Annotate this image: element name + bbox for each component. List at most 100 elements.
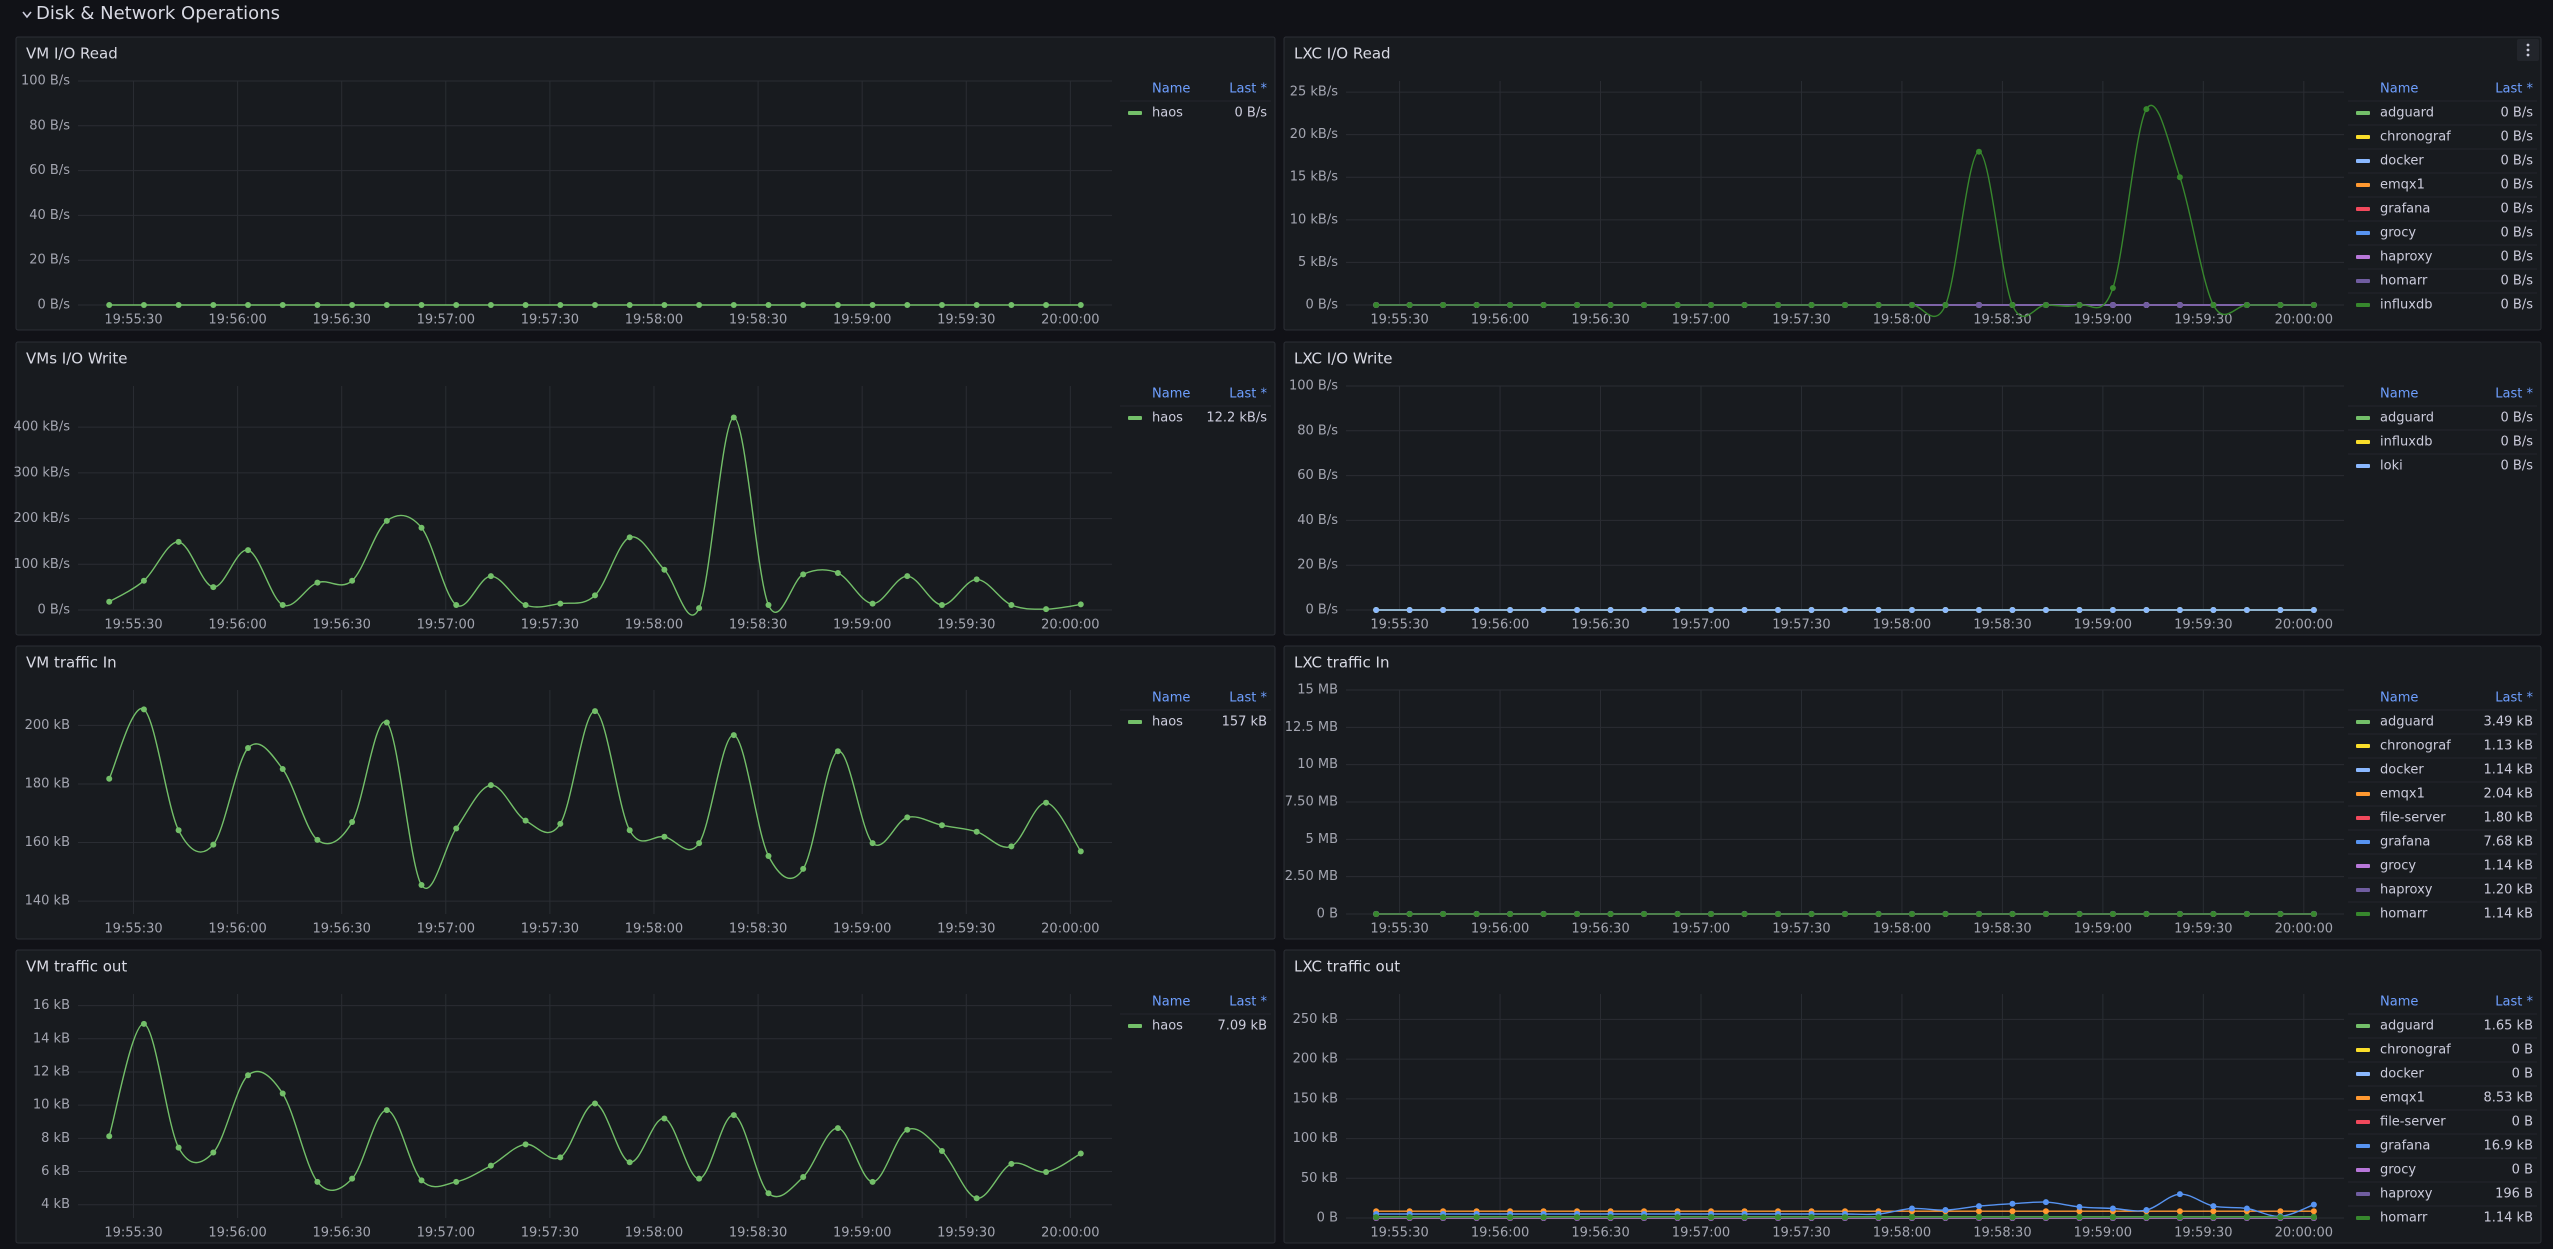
data-point bbox=[1373, 302, 1380, 308]
data-point bbox=[2310, 1208, 2317, 1215]
data-point bbox=[1607, 302, 1614, 308]
data-point bbox=[418, 524, 425, 531]
data-point bbox=[1008, 1160, 1015, 1167]
x-tick-label: 19:59:00 bbox=[2074, 313, 2132, 328]
data-point bbox=[2310, 302, 2317, 308]
data-point bbox=[1808, 302, 1815, 308]
legend-name: grafana bbox=[2380, 1139, 2430, 1154]
data-point bbox=[2009, 910, 2016, 917]
data-point bbox=[1942, 1214, 1949, 1221]
y-tick-label: 25 kB/s bbox=[1290, 85, 1339, 100]
legend-header: Last * bbox=[1229, 691, 1267, 706]
data-point bbox=[1641, 910, 1648, 917]
data-point bbox=[2176, 1191, 2183, 1198]
legend-header: Name bbox=[2380, 995, 2418, 1010]
data-point bbox=[1708, 607, 1715, 613]
legend-name: file-server bbox=[2380, 811, 2446, 826]
data-point bbox=[1043, 799, 1050, 806]
data-point bbox=[1908, 302, 1915, 308]
data-point bbox=[1373, 910, 1380, 917]
x-tick-label: 20:00:00 bbox=[1041, 313, 1099, 328]
x-tick-label: 20:00:00 bbox=[2275, 618, 2333, 633]
legend-name: grocy bbox=[2380, 226, 2416, 241]
legend-value: 0 B/s bbox=[2501, 178, 2534, 193]
data-point bbox=[834, 569, 841, 576]
data-point bbox=[2009, 607, 2016, 613]
legend-swatch bbox=[2356, 159, 2370, 163]
data-point bbox=[1975, 1203, 1982, 1210]
x-tick-label: 19:58:00 bbox=[1873, 313, 1931, 328]
x-tick-label: 19:58:30 bbox=[729, 1226, 787, 1241]
x-tick-label: 19:56:00 bbox=[1471, 1226, 1529, 1241]
y-tick-label: 80 B/s bbox=[29, 118, 70, 133]
data-point bbox=[904, 573, 911, 580]
panel-title: LXC I/O Write bbox=[1294, 350, 1392, 368]
data-point bbox=[314, 1178, 321, 1185]
y-tick-label: 40 B/s bbox=[29, 208, 70, 223]
data-point bbox=[1473, 910, 1480, 917]
data-point bbox=[1473, 607, 1480, 613]
data-point bbox=[1741, 1214, 1748, 1221]
data-point bbox=[1406, 910, 1413, 917]
data-point bbox=[2109, 910, 2116, 917]
legend-name: grocy bbox=[2380, 1163, 2416, 1178]
data-point bbox=[1775, 1214, 1782, 1221]
x-tick-label: 19:58:00 bbox=[625, 313, 683, 328]
data-point bbox=[175, 302, 182, 308]
data-point bbox=[1008, 601, 1015, 608]
panel-title: LXC traffic In bbox=[1294, 654, 1389, 672]
data-point bbox=[1473, 1214, 1480, 1221]
data-point bbox=[1975, 607, 1982, 613]
data-point bbox=[869, 600, 876, 607]
y-tick-label: 0 B bbox=[1317, 1211, 1338, 1226]
panel-frame bbox=[1283, 949, 2542, 1244]
x-tick-label: 19:56:30 bbox=[313, 1226, 371, 1241]
x-tick-label: 19:58:00 bbox=[1873, 618, 1931, 633]
data-point bbox=[140, 302, 147, 308]
legend-name: homarr bbox=[2380, 907, 2428, 922]
legend-value: 0 B/s bbox=[2501, 130, 2534, 145]
y-tick-label: 100 kB bbox=[1293, 1131, 1338, 1146]
data-point bbox=[453, 302, 460, 308]
data-point bbox=[1607, 910, 1614, 917]
data-point bbox=[2076, 910, 2083, 917]
x-tick-label: 19:56:30 bbox=[1571, 618, 1629, 633]
data-point bbox=[1674, 607, 1681, 613]
y-tick-label: 0 B/s bbox=[1306, 603, 1339, 618]
data-point bbox=[2243, 1214, 2250, 1221]
data-point bbox=[349, 819, 356, 826]
data-point bbox=[626, 534, 633, 541]
data-point bbox=[1842, 302, 1848, 308]
row-chevron[interactable] bbox=[22, 11, 32, 19]
panel-menu[interactable] bbox=[2517, 39, 2539, 61]
data-point bbox=[2243, 910, 2250, 917]
legend-swatch bbox=[2356, 1096, 2370, 1100]
data-point bbox=[487, 782, 494, 789]
panel-frame bbox=[15, 949, 1276, 1244]
data-point bbox=[696, 840, 703, 847]
data-point bbox=[1077, 848, 1084, 855]
data-point bbox=[2176, 1214, 2183, 1221]
legend-swatch bbox=[2356, 279, 2370, 283]
legend-swatch bbox=[2356, 1072, 2370, 1076]
x-tick-label: 19:58:30 bbox=[1973, 618, 2031, 633]
data-point bbox=[1507, 302, 1514, 308]
y-tick-label: 20 B/s bbox=[1297, 558, 1338, 573]
x-tick-label: 19:56:00 bbox=[208, 313, 266, 328]
legend-swatch bbox=[2356, 183, 2370, 187]
legend-name: adguard bbox=[2380, 411, 2434, 426]
data-point bbox=[2042, 1199, 2049, 1206]
data-point bbox=[869, 302, 876, 308]
row-title[interactable]: Disk & Network Operations bbox=[36, 3, 280, 24]
legend-swatch bbox=[2356, 1144, 2370, 1148]
data-point bbox=[834, 748, 841, 755]
legend-name: haproxy bbox=[2380, 1187, 2433, 1202]
panel-frame bbox=[15, 36, 1276, 331]
data-point bbox=[973, 576, 980, 583]
x-tick-label: 19:56:30 bbox=[313, 618, 371, 633]
y-tick-label: 80 B/s bbox=[1297, 423, 1338, 438]
legend-value: 7.68 kB bbox=[2483, 835, 2533, 850]
data-point bbox=[904, 302, 911, 308]
legend-value: 0 B bbox=[2512, 1163, 2533, 1178]
y-tick-label: 0 B bbox=[1317, 907, 1338, 922]
